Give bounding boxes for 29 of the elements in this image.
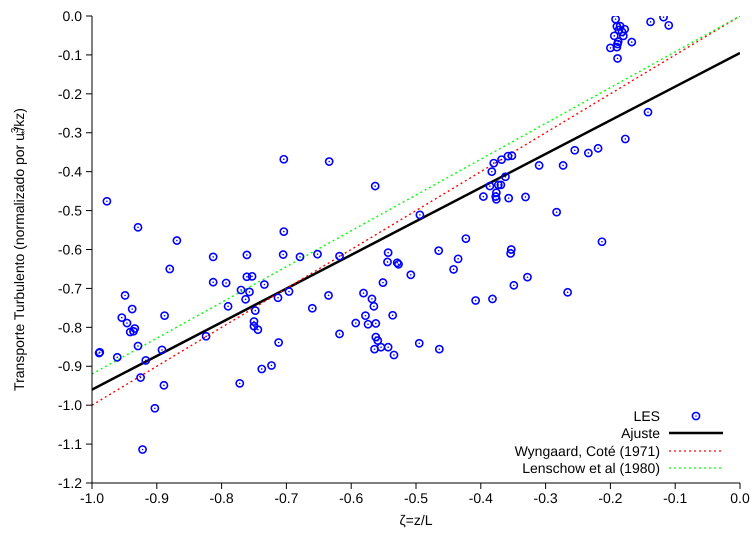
x-tick-label: -0.7 — [274, 490, 299, 506]
x-tick-label: -0.6 — [339, 490, 364, 506]
x-tick-label: 0.0 — [730, 490, 750, 506]
y-tick-label: -1.0 — [58, 397, 82, 414]
y-tick-label: -1.2 — [58, 474, 82, 491]
x-tick-label: -0.5 — [404, 490, 428, 506]
y-tick-label: 0.0 — [62, 8, 82, 24]
y-tick-label: -0.2 — [58, 86, 82, 102]
legend-label: Lenschow et al (1980) — [522, 460, 660, 476]
y-tick-label: -0.9 — [58, 358, 82, 374]
legend-label: Wyngaard, Coté (1971) — [514, 442, 660, 459]
y-tick-label: -0.4 — [58, 164, 82, 180]
legend-label: LES — [634, 408, 660, 424]
x-tick-label: -1.0 — [80, 490, 104, 506]
y-tick-label: -1.1 — [58, 436, 82, 452]
x-tick-label: -0.8 — [210, 490, 234, 506]
x-tick-label: -0.2 — [598, 490, 623, 506]
x-tick-label: -0.4 — [468, 490, 494, 506]
x-tick-label: -0.1 — [663, 490, 688, 506]
legend-label: Ajuste — [621, 425, 660, 442]
y-tick-label: -0.6 — [58, 241, 82, 258]
y-tick-label: -0.3 — [58, 124, 82, 141]
x-tick-label: -0.3 — [534, 490, 558, 506]
y-tick-label: -0.8 — [58, 319, 82, 336]
y-tick-label: -0.5 — [58, 202, 82, 219]
y-tick-label: -0.1 — [58, 46, 82, 63]
y-tick-label: -0.7 — [58, 280, 82, 296]
x-tick-label: -0.9 — [144, 490, 170, 506]
x-axis-title: ζ=z/L — [399, 512, 433, 528]
